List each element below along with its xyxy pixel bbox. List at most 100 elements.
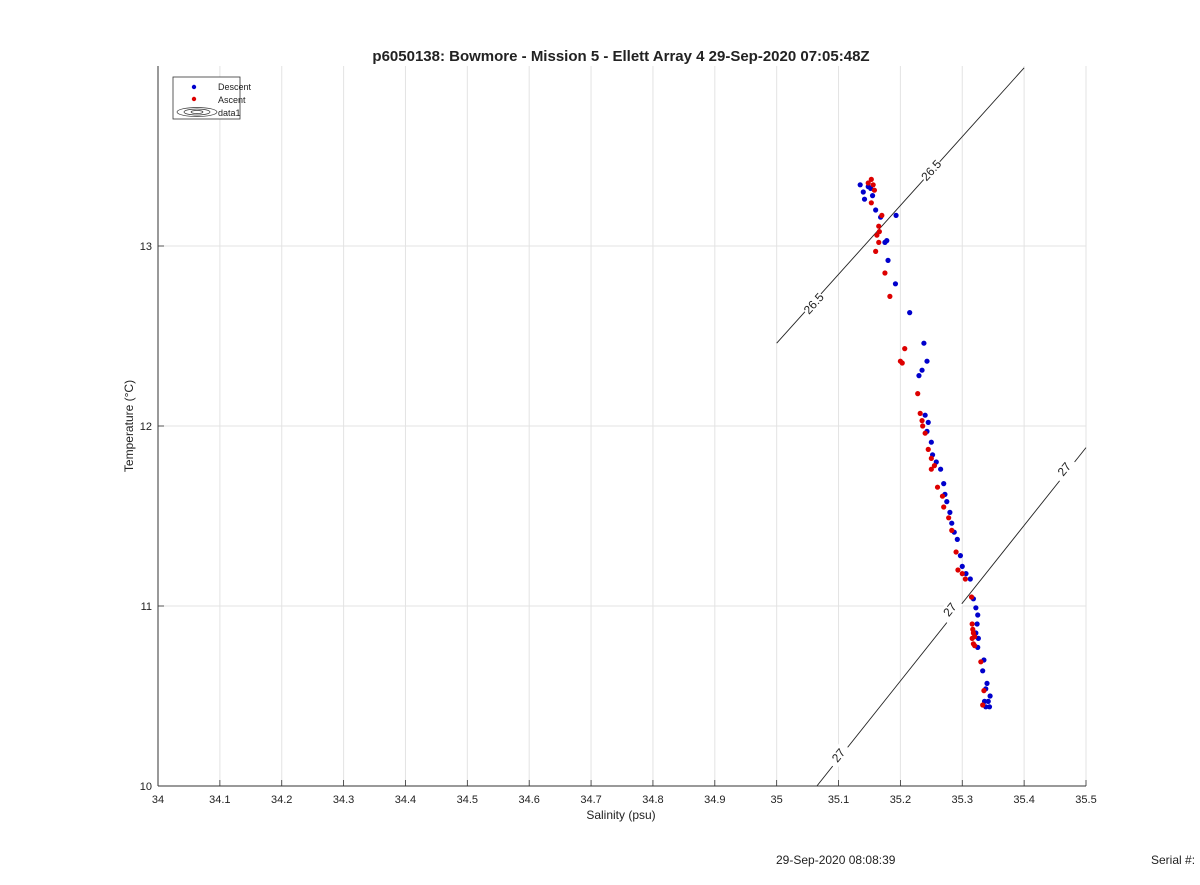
ascent-point (928, 466, 934, 472)
ascent-point (981, 688, 987, 694)
x-tick-label: 34.8 (642, 794, 663, 806)
ascent-point (980, 702, 986, 708)
x-tick-label: 34.7 (580, 794, 601, 806)
ascent-point (922, 430, 928, 436)
ascent-point (925, 446, 931, 452)
legend-descent-marker (191, 84, 197, 90)
descent-point (857, 182, 863, 188)
ascent-point (934, 484, 941, 490)
ascent-point (876, 239, 882, 245)
x-tick-label: 35.3 (952, 794, 973, 806)
descent-point (980, 668, 986, 674)
ascent-point (882, 270, 888, 276)
contour-label-background (918, 156, 945, 185)
ascent-point (949, 527, 955, 534)
descent-point (947, 509, 953, 515)
y-tick-label: 10 (140, 781, 152, 793)
grid-lines (157, 66, 1087, 787)
descent-point (985, 698, 991, 705)
y-tick-label: 12 (140, 421, 152, 433)
descent-point (869, 193, 876, 199)
footer-serial-label: Serial #: (1151, 853, 1196, 867)
descent-point (938, 466, 944, 472)
descent-point (861, 196, 868, 202)
descent-point (973, 605, 979, 611)
ascent-point (871, 187, 878, 193)
x-tick-label: 34.2 (271, 794, 292, 806)
x-tick-label: 35.1 (828, 794, 849, 806)
descent-point (957, 553, 964, 559)
descent-point (916, 373, 922, 379)
ascent-point (879, 212, 885, 218)
x-tick-label: 34.4 (395, 794, 416, 806)
x-tick-label: 34.9 (704, 794, 725, 806)
ascent-point (868, 200, 874, 206)
descent-point (941, 481, 947, 487)
ascent-point (931, 463, 938, 469)
contour-label-background (800, 289, 828, 318)
descent-point (860, 189, 866, 195)
ascent-point (928, 455, 934, 461)
y-axis-label: Temperature (°C) (122, 380, 136, 472)
ascent-point (941, 504, 947, 510)
descent-point (892, 281, 899, 287)
ascent-point (902, 346, 908, 352)
axes: 34 34.1 34.2 34.3 34.4 34.5 34.6 34.7 34.8 34.9 35… (140, 66, 1097, 806)
descent-point (986, 704, 993, 710)
x-tick-label: 34.3 (333, 794, 354, 806)
x-tick-label: 35.2 (890, 794, 911, 806)
ascent-point (978, 659, 984, 665)
contour-label-background (825, 741, 852, 770)
ascent-point (969, 635, 975, 642)
ascent-point (876, 229, 882, 235)
ascent-point (939, 493, 946, 499)
ascent-point (972, 643, 978, 649)
x-tick-label: 35.4 (1013, 794, 1034, 806)
y-tick-label: 11 (141, 601, 152, 613)
ascent-point (919, 418, 925, 424)
ascent-point (953, 549, 959, 555)
contour-label-background (936, 595, 963, 624)
ascent-point (917, 410, 923, 416)
descent-point (987, 693, 993, 699)
descent-point (907, 310, 913, 316)
ascent-point (876, 223, 882, 229)
x-tick-label: 35 (771, 794, 783, 806)
ascent-point (955, 567, 961, 573)
footer-timestamp: 29-Sep-2020 08:08:39 (776, 853, 896, 867)
x-tick-label: 34.1 (209, 794, 230, 806)
x-axis-label: Salinity (psu) (586, 808, 655, 822)
ascent-point (962, 576, 968, 582)
x-tick-label: 35.5 (1075, 794, 1096, 806)
descent-point (963, 571, 969, 577)
descent-point (954, 536, 960, 543)
legend-descent-label: Descent (218, 82, 252, 92)
descent-point (922, 412, 928, 418)
descent-point (944, 499, 950, 505)
ascent-point (969, 621, 975, 627)
ascent-point (865, 180, 871, 186)
descent-point (949, 520, 955, 526)
legend-contour-icon (176, 107, 218, 117)
legend-ascent-label: Ascent (218, 95, 246, 105)
ascent-point (873, 248, 879, 254)
data-points (857, 176, 993, 710)
ascent-point (946, 515, 952, 521)
descent-point (885, 257, 891, 263)
x-tick-label: 34.5 (457, 794, 478, 806)
legend-data1-label: data1 (218, 108, 241, 118)
y-tick-label: 13 (140, 241, 152, 253)
descent-point (974, 621, 980, 627)
descent-point (873, 207, 879, 213)
descent-point (884, 238, 890, 244)
ascent-point (887, 293, 893, 299)
x-tick-label: 34.6 (518, 794, 539, 806)
descent-point (893, 212, 899, 218)
descent-point (924, 358, 930, 364)
ascent-point (870, 182, 876, 188)
descent-point (984, 680, 990, 687)
ascent-point (899, 360, 905, 366)
legend-ascent-marker (191, 96, 197, 102)
